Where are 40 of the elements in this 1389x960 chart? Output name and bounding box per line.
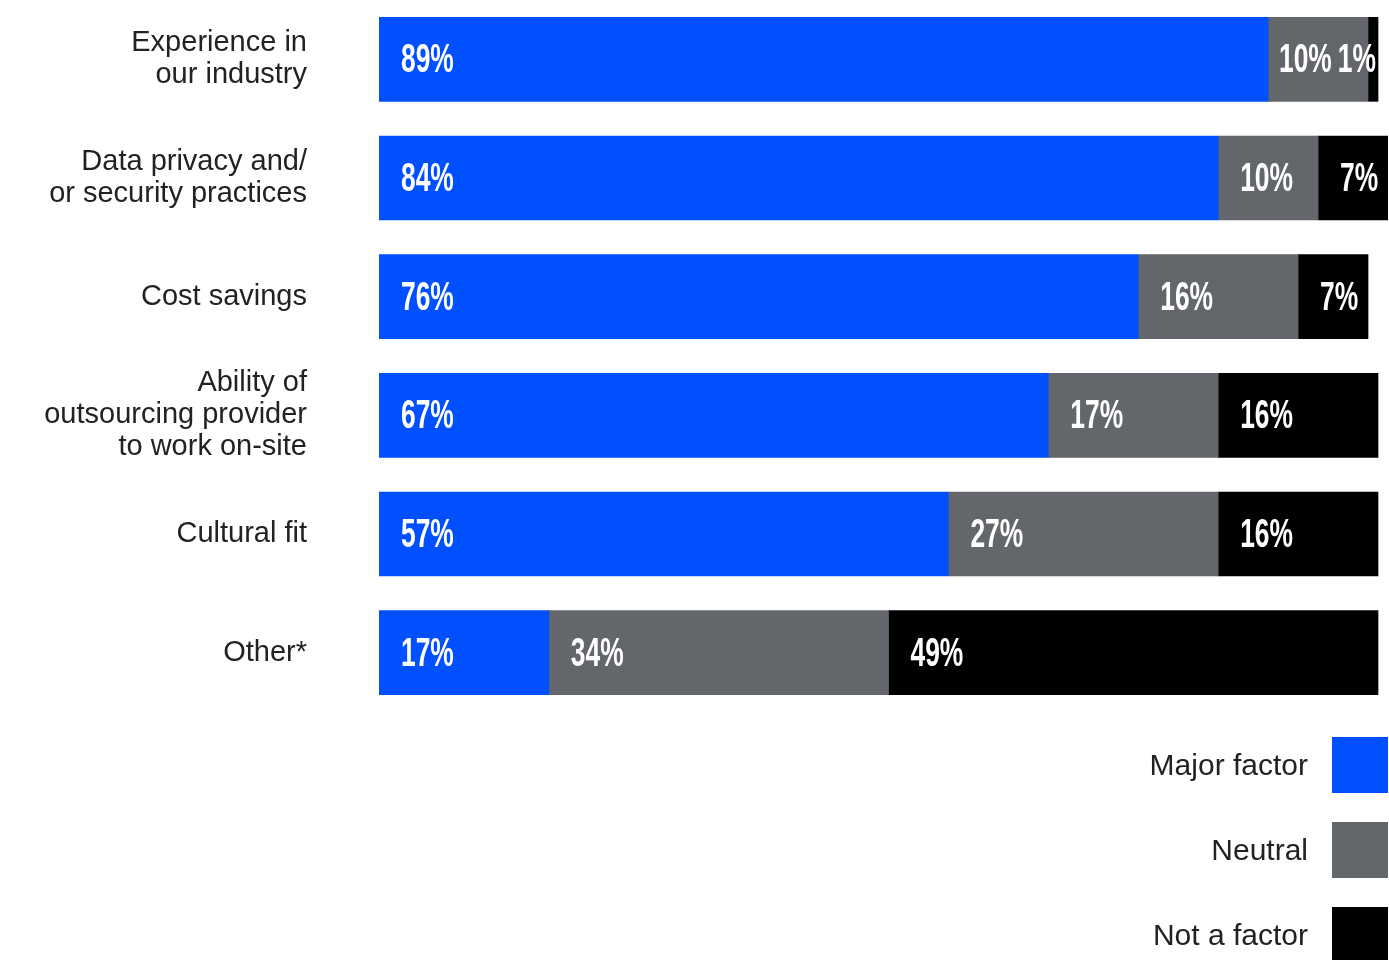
- data-label: 16%: [1240, 510, 1293, 556]
- legend-label: Major factor: [1149, 748, 1308, 782]
- data-label: 57%: [401, 510, 454, 556]
- data-label: 16%: [1240, 391, 1293, 437]
- y-tick-label: Cultural fit: [176, 516, 307, 548]
- bar: [379, 610, 550, 695]
- data-label: 7%: [1340, 154, 1379, 200]
- bar: [379, 135, 1219, 221]
- bar: [548, 610, 889, 695]
- data-label: 49%: [910, 629, 964, 674]
- data-label: 76%: [401, 273, 454, 318]
- data-label: 89%: [401, 35, 454, 81]
- data-label: 17%: [401, 629, 454, 674]
- data-label: 10%: [1240, 154, 1293, 200]
- data-label: 84%: [401, 154, 454, 200]
- y-tick-label: Other*: [223, 634, 307, 667]
- data-label: 16%: [1160, 273, 1214, 318]
- bar: [948, 491, 1219, 577]
- bar: [379, 373, 1049, 458]
- data-label: 27%: [970, 510, 1024, 556]
- data-label: 34%: [570, 629, 624, 674]
- data-label: 67%: [401, 391, 454, 437]
- bar: [888, 610, 1379, 695]
- y-tick-label: Data privacy and/ or security practices: [49, 144, 308, 208]
- legend-label: Not a factor: [1152, 918, 1308, 952]
- bar: [1137, 254, 1299, 339]
- y-tick-label: Ability of outsourcing provider to work on-site: [44, 365, 308, 462]
- data-label: 10%: [1279, 35, 1332, 81]
- bar: [1297, 254, 1369, 339]
- bar: [379, 17, 1269, 102]
- data-label: 17%: [1070, 391, 1124, 437]
- y-tick-label: Experience in our industry: [131, 25, 308, 90]
- bar: [379, 254, 1139, 339]
- data-label: 7%: [1320, 273, 1359, 318]
- bar: [379, 491, 949, 577]
- bar: [1217, 491, 1379, 577]
- bar: [1048, 373, 1219, 458]
- y-tick-label: Cost savings: [140, 278, 307, 311]
- bar: [1217, 373, 1379, 458]
- legend-label: Neutral: [1211, 833, 1308, 867]
